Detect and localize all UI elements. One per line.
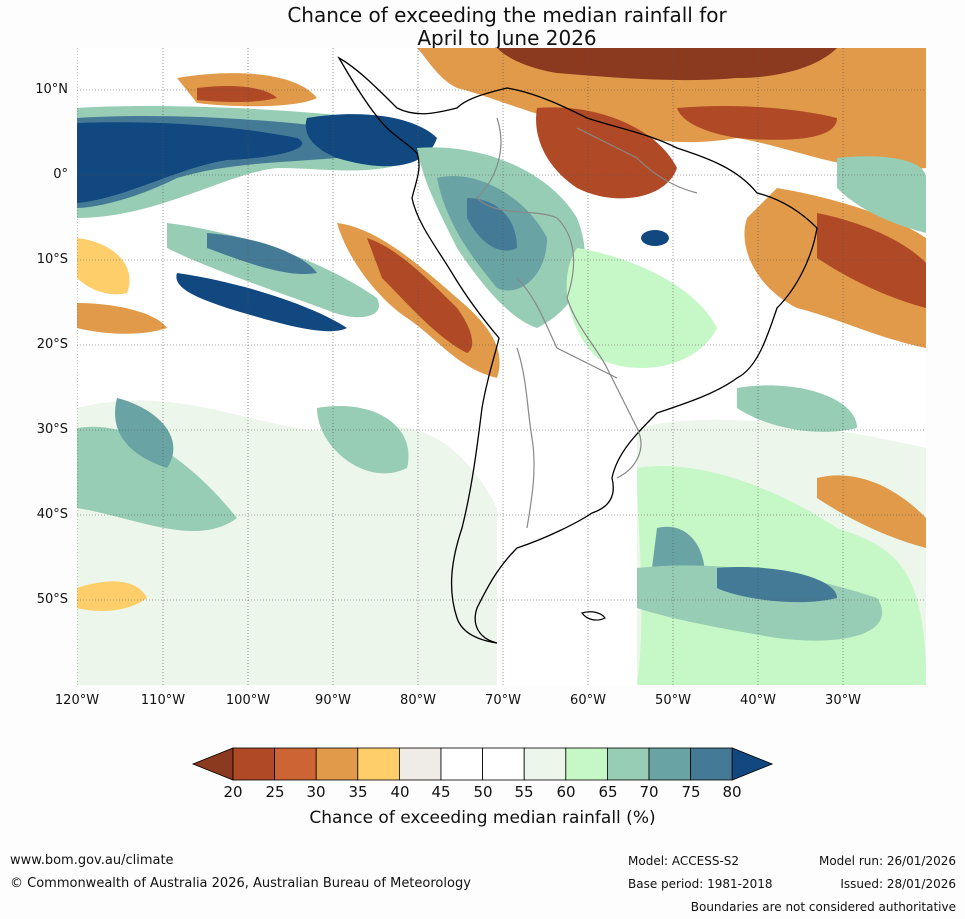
lat-label: 0°	[53, 167, 68, 182]
band-diagonal-teal-2	[207, 233, 317, 274]
lat-label: 10°N	[35, 82, 68, 97]
colorbar-bin	[648, 747, 691, 781]
colorbar-bin	[315, 747, 359, 781]
lon-label: 60°W	[570, 693, 606, 708]
lat-label: 40°S	[36, 507, 68, 522]
colorbar-tick: 20	[223, 783, 243, 801]
colorbar-tick: 45	[431, 783, 451, 801]
colorbar-bin	[690, 747, 733, 781]
colorbar-bin	[440, 747, 483, 781]
colorbar-tick: 35	[348, 783, 368, 801]
colorbar-tick: 65	[598, 783, 618, 801]
region-west-pacific-dry-2	[77, 303, 167, 334]
colorbar-bin	[523, 747, 567, 781]
region-caribbean-dry	[417, 48, 926, 171]
colorbar-extend-low	[191, 747, 234, 781]
colorbar-tick: 40	[390, 783, 410, 801]
region-eq-pacific-dark-blue	[77, 122, 303, 203]
region-south-pacific-dry	[77, 581, 147, 611]
region-caribbean-dark-dry	[497, 48, 837, 81]
colorbar-title: Chance of exceeding median rainfall (%)	[309, 808, 656, 828]
footer-base-period: Base period: 1981-2018	[628, 877, 773, 891]
title-line-2: April to June 2026	[417, 26, 597, 50]
colorbar-extend-high	[731, 747, 774, 781]
region-guianas-dry	[536, 107, 677, 199]
colorbar-bin	[357, 747, 400, 781]
lon-label: 80°W	[400, 693, 436, 708]
blue-spot-brazil	[641, 230, 669, 246]
footer-url[interactable]: www.bom.gov.au/climate	[10, 853, 174, 868]
region-atlantic-north-dry	[677, 106, 837, 140]
region-pacific-green-2	[317, 406, 409, 474]
footer-model-run: Model run: 26/01/2026	[818, 854, 956, 868]
south-america-coastline	[337, 56, 818, 644]
colorbar-bin	[398, 747, 442, 781]
colorbar-tick: 55	[514, 783, 534, 801]
lat-label: 50°S	[36, 592, 68, 607]
colorbar-tick: 30	[306, 783, 326, 801]
colorbar-tick: 80	[722, 783, 742, 801]
region-south-pacific-teal	[115, 398, 174, 468]
lon-label: 70°W	[485, 693, 521, 708]
lon-label: 120°W	[54, 693, 100, 708]
colorbar-tick: 70	[639, 783, 659, 801]
lon-label: 100°W	[225, 693, 271, 708]
map-title: Chance of exceeding the median rainfall …	[0, 4, 965, 50]
graticule	[77, 48, 926, 685]
lat-label: 20°S	[36, 337, 68, 352]
region-western-amazon-blue	[467, 198, 517, 251]
title-line-1: Chance of exceeding the median rainfall …	[287, 3, 727, 27]
lat-label: 10°S	[36, 252, 68, 267]
rainfall-map-svg	[77, 48, 926, 685]
rainfall-map	[77, 48, 926, 685]
region-west-pacific-dry	[77, 238, 130, 295]
lon-label: 110°W	[140, 693, 186, 708]
region-peru-coast-dark-dry	[367, 238, 473, 353]
lon-label: 90°W	[315, 693, 351, 708]
colorbar	[191, 747, 774, 781]
colorbar-tick: 25	[265, 783, 285, 801]
footer-model: Model: ACCESS-S2	[628, 854, 740, 868]
lon-label: 40°W	[740, 693, 776, 708]
region-central-sa-green	[566, 248, 717, 368]
region-atlantic-blue	[717, 567, 837, 603]
footer-disclaimer: Boundaries are not considered authoritat…	[690, 900, 956, 914]
colorbar-bin	[232, 747, 275, 781]
lon-label: 30°W	[825, 693, 861, 708]
region-ne-brazil-dark-dry	[817, 213, 926, 308]
colorbar-tick: 75	[681, 783, 701, 801]
country-borders	[476, 117, 698, 529]
region-atlantic-green-3	[737, 385, 857, 432]
colorbar-bin	[607, 747, 650, 781]
band-diagonal-blue-1	[176, 273, 347, 332]
lon-label: 50°W	[655, 693, 691, 708]
region-south-pacific-green	[77, 426, 237, 531]
colorbar-bin	[274, 747, 317, 781]
colorbar-bin	[482, 747, 525, 781]
colorbar-tick: 50	[473, 783, 493, 801]
region-tropical-atlantic-green	[837, 156, 926, 233]
footer-issued: Issued: 28/01/2026	[840, 877, 956, 891]
falklands	[581, 611, 606, 621]
region-south-atlantic-dry	[817, 475, 926, 548]
region-eq-pacific-dark-blue-2	[305, 114, 437, 167]
footer-copyright: © Commonwealth of Australia 2026, Austra…	[10, 876, 471, 891]
colorbar-tick: 60	[556, 783, 576, 801]
lat-label: 30°S	[36, 422, 68, 437]
colorbar-bin	[565, 747, 608, 781]
